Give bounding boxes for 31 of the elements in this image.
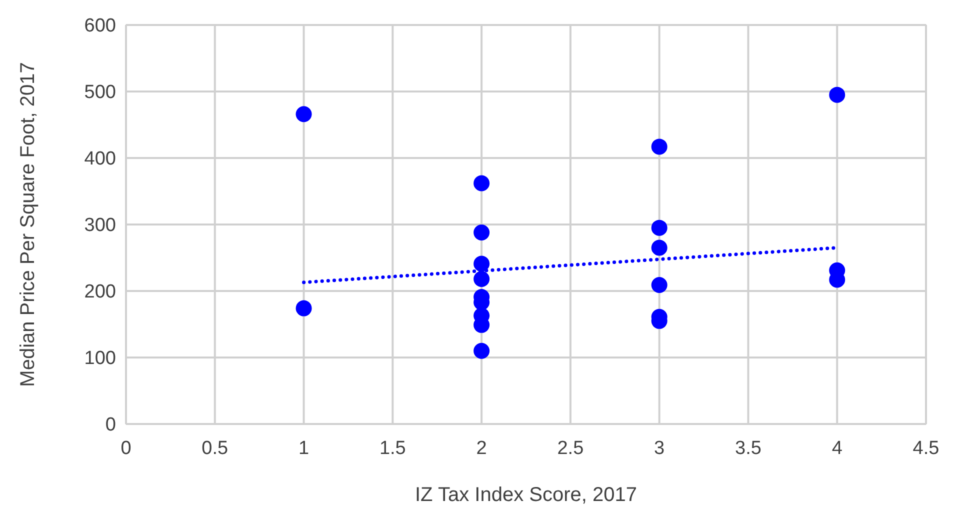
point [474, 175, 490, 192]
point [296, 300, 312, 316]
point [474, 224, 490, 240]
point [829, 86, 846, 103]
x-axis-title: IZ Tax Index Score, 2017 [415, 484, 637, 506]
x-tick-label: 1 [298, 438, 310, 459]
x-tick-label: 1.5 [379, 438, 406, 459]
x-tick-label: 0 [120, 438, 132, 459]
y-tick-label: 0 [105, 414, 116, 436]
y-tick-label: 600 [84, 16, 116, 37]
x-tick-label: 4 [832, 438, 843, 459]
point [296, 106, 312, 122]
point [474, 256, 490, 272]
x-tick-label: 2.5 [557, 438, 584, 459]
point [651, 220, 668, 236]
x-tick-label: 2 [476, 438, 487, 459]
x-tick-label: 0.5 [202, 438, 228, 459]
x-tick-label: 3 [654, 438, 665, 459]
y-tick-label: 500 [84, 82, 116, 104]
y-tick-label: 100 [84, 348, 116, 370]
y-tick-label: 400 [84, 148, 116, 170]
point [651, 240, 668, 256]
point [474, 342, 490, 359]
y-tick-label: 300 [84, 215, 116, 236]
x-tick-label: 3.5 [735, 438, 762, 459]
y-axis-title: Median Price Per Square Foot, 2017 [17, 62, 39, 387]
point [651, 277, 668, 293]
point [474, 271, 490, 288]
x-tick-label: 4.5 [912, 438, 940, 459]
point [651, 138, 668, 155]
y-tick-label: 200 [84, 282, 116, 303]
